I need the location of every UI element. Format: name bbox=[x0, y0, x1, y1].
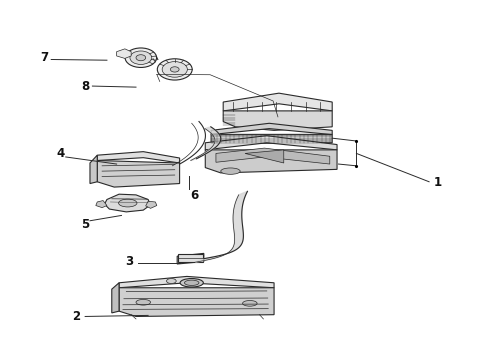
Polygon shape bbox=[195, 192, 247, 262]
Text: 1: 1 bbox=[434, 176, 442, 189]
Polygon shape bbox=[119, 288, 274, 316]
Polygon shape bbox=[177, 253, 204, 264]
Text: 4: 4 bbox=[57, 147, 65, 160]
Polygon shape bbox=[211, 135, 332, 144]
Ellipse shape bbox=[162, 62, 187, 77]
Polygon shape bbox=[119, 276, 274, 288]
Polygon shape bbox=[104, 194, 150, 212]
Polygon shape bbox=[96, 201, 107, 208]
Ellipse shape bbox=[171, 67, 179, 72]
Polygon shape bbox=[205, 136, 337, 150]
Ellipse shape bbox=[119, 199, 137, 207]
Polygon shape bbox=[97, 152, 180, 163]
Ellipse shape bbox=[243, 301, 257, 306]
Polygon shape bbox=[191, 127, 221, 161]
Polygon shape bbox=[216, 148, 330, 164]
Text: 3: 3 bbox=[125, 255, 134, 268]
Polygon shape bbox=[112, 283, 119, 313]
Ellipse shape bbox=[184, 280, 199, 285]
Polygon shape bbox=[146, 201, 157, 208]
Ellipse shape bbox=[136, 55, 146, 61]
Ellipse shape bbox=[167, 279, 176, 283]
Polygon shape bbox=[97, 161, 180, 187]
Ellipse shape bbox=[157, 59, 192, 80]
Polygon shape bbox=[178, 255, 203, 262]
Text: 8: 8 bbox=[82, 80, 90, 93]
Ellipse shape bbox=[136, 300, 150, 305]
Polygon shape bbox=[223, 111, 332, 130]
Text: 7: 7 bbox=[41, 51, 49, 64]
Polygon shape bbox=[211, 123, 332, 135]
Polygon shape bbox=[117, 49, 131, 58]
Polygon shape bbox=[90, 155, 97, 184]
Text: 5: 5 bbox=[81, 218, 89, 231]
Ellipse shape bbox=[221, 168, 240, 174]
Polygon shape bbox=[205, 150, 337, 173]
Ellipse shape bbox=[180, 279, 203, 287]
Polygon shape bbox=[245, 150, 284, 163]
Polygon shape bbox=[223, 93, 332, 111]
Text: 6: 6 bbox=[190, 189, 198, 202]
Ellipse shape bbox=[125, 48, 157, 67]
Ellipse shape bbox=[130, 51, 152, 64]
Text: 2: 2 bbox=[72, 310, 80, 323]
